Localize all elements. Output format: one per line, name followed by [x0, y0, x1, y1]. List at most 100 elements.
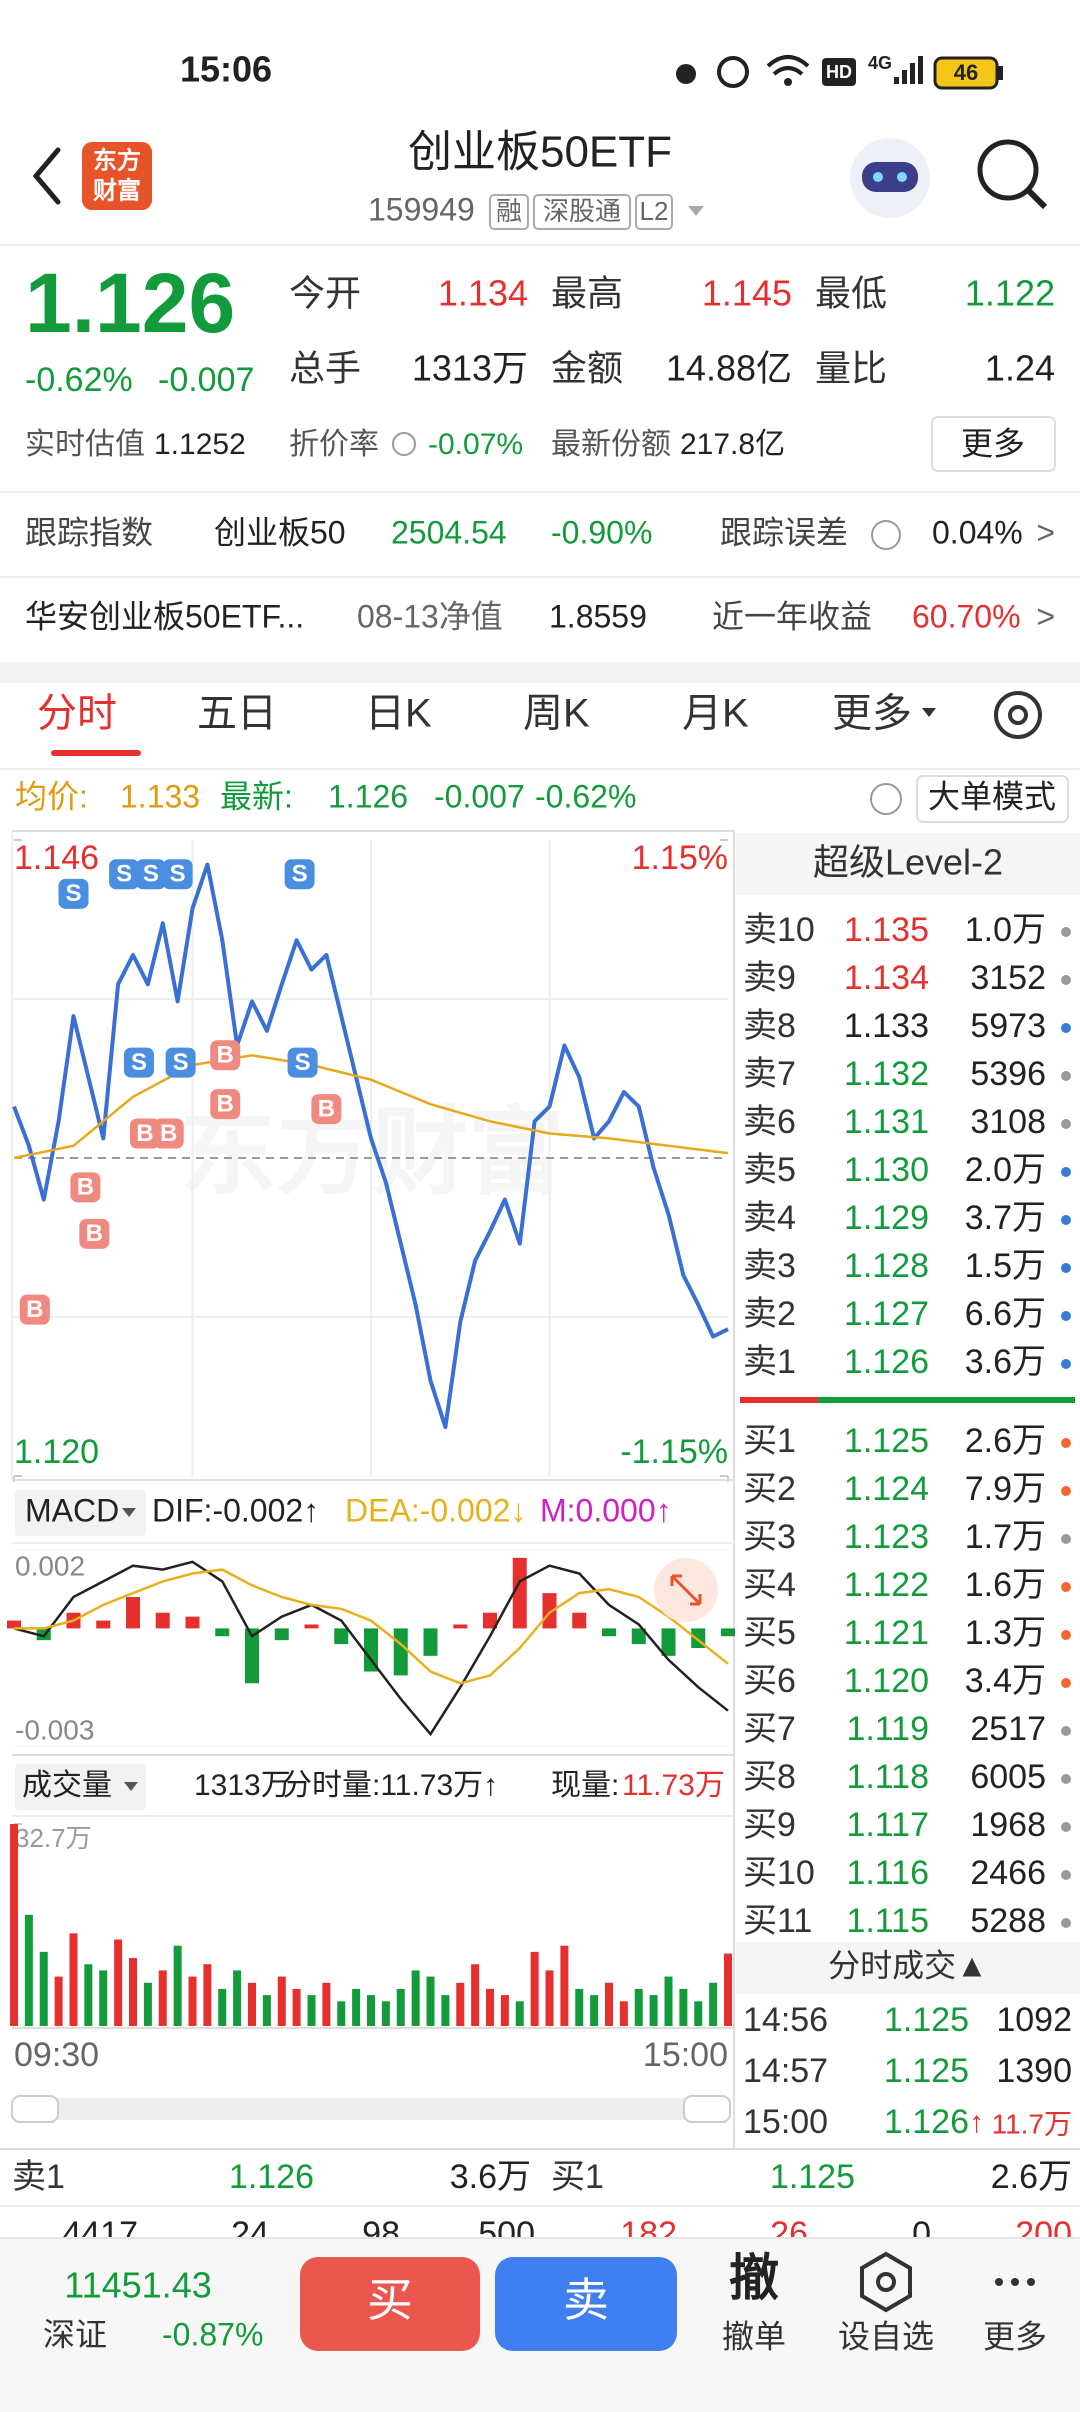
label: 买1 [551, 2158, 604, 2196]
macd-bar [215, 1628, 230, 1637]
watchlist-icon[interactable] [860, 2251, 912, 2313]
level-price: 1.120 [844, 1662, 929, 1700]
level-label: 买10 [743, 1854, 815, 1892]
index-name: 深证 [43, 2316, 107, 2352]
macd-bar [572, 1612, 587, 1629]
scroll-handle[interactable] [683, 2095, 731, 2123]
status-dot [1061, 1726, 1071, 1736]
cancel-icon[interactable]: 撤 [729, 2250, 779, 2306]
level-price: 1.122 [844, 1566, 929, 1604]
indicator-name[interactable]: 成交量 [22, 1769, 112, 1802]
trade-volume: 1092 [996, 2001, 1072, 2039]
panel-title[interactable]: 分时成交▲ [828, 1947, 988, 1983]
stat-label: 量比 [815, 348, 887, 389]
macd-bar [364, 1628, 378, 1672]
y-tick-label: 32.7万 [15, 1823, 92, 1853]
volume-bar [649, 1995, 658, 2026]
volume-bar [158, 1970, 167, 2026]
dropdown-arrow [122, 1508, 136, 1517]
label: 最新: [220, 778, 293, 814]
level-label: 买3 [743, 1518, 796, 1556]
more-label[interactable]: 更多 [983, 2318, 1047, 2354]
tab[interactable]: 分时 [37, 692, 117, 736]
buy-button-label[interactable]: 买 [367, 2274, 413, 2326]
trade-price: 1.125 [884, 2052, 969, 2090]
status-dot [1061, 1534, 1071, 1544]
indicator-name[interactable]: MACD [25, 1492, 119, 1528]
scrollbar[interactable] [12, 2098, 730, 2120]
panel-header [736, 1942, 1080, 1994]
level-price: 1.134 [844, 959, 929, 997]
more-icon[interactable] [995, 2278, 1003, 2286]
volume-bar [352, 1988, 361, 2026]
more-icon[interactable] [1011, 2278, 1019, 2286]
level-price: 1.127 [844, 1295, 929, 1333]
macd-bar [542, 1593, 557, 1629]
legend-entry: M:0.000↑ [540, 1492, 672, 1528]
y-tick-label: 0.002 [15, 1550, 85, 1581]
label: 均价: [15, 778, 88, 814]
volume-bar [664, 1976, 673, 2026]
buy-button[interactable] [300, 2257, 480, 2351]
legend-entry: 现量: [551, 1769, 619, 1802]
level-qty: 1.7万 [965, 1518, 1046, 1556]
macd-bar [393, 1628, 408, 1676]
macd-bar [7, 1620, 21, 1629]
legend-box[interactable] [15, 1490, 146, 1536]
level-qty: 2466 [970, 1854, 1046, 1892]
mode-button-label[interactable]: 大单模式 [928, 778, 1056, 814]
info-icon [871, 520, 901, 550]
level-label: 卖10 [743, 911, 815, 949]
page-title: 创业板50ETF [408, 128, 672, 177]
volume-bar [486, 1988, 494, 2026]
settings-icon[interactable] [994, 691, 1042, 739]
status-dot [1061, 1263, 1071, 1273]
battery-cap [998, 66, 1003, 80]
tab[interactable]: 周K [523, 692, 590, 736]
label: 1.125 [770, 2158, 855, 2196]
search-icon[interactable] [977, 139, 1039, 201]
trade-marker [19, 1294, 50, 1325]
level-price: 1.121 [844, 1614, 929, 1652]
stat-value: 1313万 [412, 348, 528, 389]
mode-button[interactable] [916, 775, 1069, 823]
level-label: 买11 [743, 1902, 812, 1940]
trade-marker [129, 1118, 160, 1149]
level-qty: 3152 [970, 959, 1046, 997]
tab[interactable]: 五日 [197, 692, 277, 736]
cancel-label[interactable]: 撤单 [722, 2318, 786, 2354]
battery-level: 46 [954, 60, 978, 85]
label: 跟踪指数 [25, 514, 153, 550]
sell-button[interactable] [495, 2257, 677, 2351]
scroll-handle[interactable] [11, 2095, 59, 2123]
stat-label: 折价率 [289, 428, 379, 461]
legend-entry: DEA:-0.002↓ [345, 1492, 526, 1528]
logo-text: 财富 [93, 176, 141, 204]
wifi-icon [766, 55, 810, 76]
more-button-label[interactable]: 更多 [961, 425, 1025, 461]
more-icon[interactable] [1027, 2278, 1035, 2286]
legend-box[interactable] [15, 1764, 146, 1810]
level-label: 卖8 [743, 1007, 796, 1045]
volume-bar [277, 1976, 286, 2026]
level-qty: 3.4万 [965, 1662, 1046, 1700]
tab[interactable]: 更多 [832, 692, 912, 736]
sell-button-label[interactable]: 卖 [563, 2274, 609, 2326]
status-dot [1061, 1311, 1071, 1321]
volume-bar [292, 1988, 301, 2026]
trade-marker-label: B [318, 1095, 335, 1122]
tab[interactable]: 月K [682, 692, 749, 736]
volume-bar [143, 1982, 152, 2026]
macd-bar [155, 1612, 170, 1629]
status-dot [1061, 1678, 1071, 1688]
dropdown-arrow [922, 708, 936, 717]
level-qty: 3.6万 [965, 1343, 1046, 1381]
trade-marker [109, 859, 140, 890]
status-dot [1061, 1582, 1071, 1592]
icon [717, 56, 749, 88]
tab[interactable]: 日K [365, 692, 432, 736]
more-button[interactable] [931, 416, 1056, 472]
back-button[interactable] [32, 147, 61, 205]
watchlist-label[interactable]: 设自选 [838, 2318, 934, 2354]
